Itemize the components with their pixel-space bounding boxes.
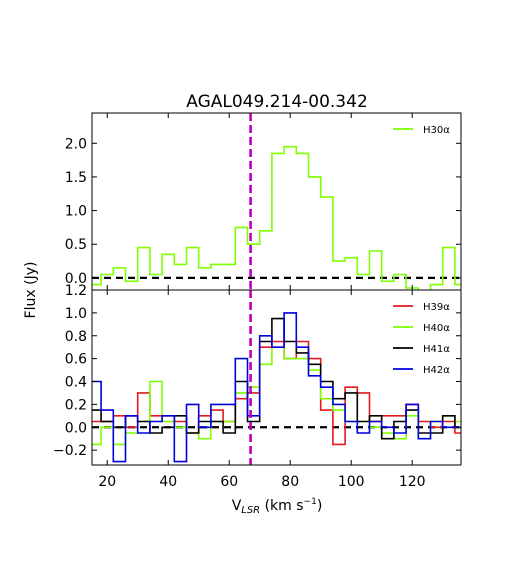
series-line-1-2 (92, 317, 461, 440)
legend-label-1-2: H41α (423, 344, 450, 355)
y-tick-label-0-2: 1.0 (65, 204, 87, 220)
plot-area-1 (92, 290, 461, 465)
x-axis-title-units: (km s (260, 498, 303, 514)
y-tick-label-1-0: −0.2 (53, 443, 87, 459)
y-tick-label-0-1: 0.5 (65, 237, 87, 253)
y-tick-label-0-4: 2.0 (65, 136, 87, 152)
x-tick-label-1: 40 (159, 474, 177, 490)
x-axis-title-sub: LSR (241, 505, 260, 516)
y-tick-label-0-3: 1.5 (65, 170, 87, 186)
x-tick-label-2: 60 (220, 474, 238, 490)
series-line-1-0 (92, 340, 461, 446)
x-tick-label-5: 120 (399, 474, 426, 490)
y-tick-label-1-5: 0.8 (65, 329, 87, 345)
x-tick-label-4: 100 (338, 474, 365, 490)
y-tick-label-1-7: 1.2 (65, 283, 87, 299)
y-tick-label-1-3: 0.4 (65, 375, 87, 391)
x-tick-label-3: 80 (281, 474, 299, 490)
y-axis-title: Flux (Jy) (23, 262, 39, 319)
top-panel: 0.0 0.5 1.0 1.5 2.0 H30α (65, 112, 462, 291)
series-line-1-1 (92, 346, 461, 446)
y-tick-label-0-0: 0.0 (65, 271, 87, 287)
x-axis-title-sup: −1 (304, 497, 317, 507)
chart-title: AGAL049.214-00.342 (186, 92, 368, 112)
legend-label-1-0: H39α (423, 302, 450, 313)
y-tick-label-1-6: 1.0 (65, 306, 87, 322)
bottom-panel: −0.2 0.0 0.2 0.4 0.6 0.8 1.0 1.2 20 40 60 80 100 120 H… (53, 283, 462, 490)
y-tick-label-1-2: 0.2 (65, 397, 87, 413)
legend-label-1-1: H40α (423, 323, 450, 334)
x-axis-title-close: ) (317, 498, 322, 514)
x-axis-title-main: V (232, 498, 242, 514)
x-axis-title: VLSR (km s−1) (232, 497, 323, 516)
x-tick-label-0: 20 (98, 474, 116, 490)
legend-label-1-3: H42α (423, 365, 450, 376)
legend-1: H39α H40α H41α H42α (393, 302, 450, 376)
y-tick-label-1-1: 0.0 (65, 420, 87, 436)
panel-frame-0 (91, 112, 462, 291)
panel-frame-1 (91, 289, 462, 466)
plot-area-0 (92, 113, 461, 290)
y-tick-label-1-4: 0.6 (65, 352, 87, 368)
series-line-0-0 (92, 145, 461, 290)
legend-0: H30α (393, 125, 450, 136)
legend-label-0-0: H30α (423, 125, 450, 136)
series-line-1-3 (92, 312, 461, 463)
